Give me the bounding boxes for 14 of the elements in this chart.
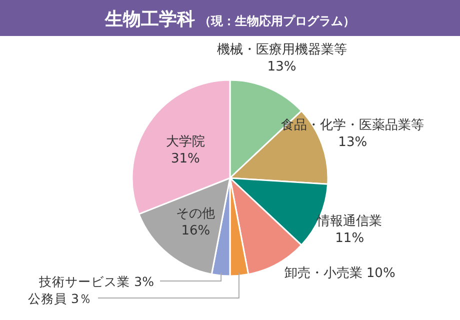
slice-label: その他 bbox=[176, 206, 216, 222]
data-label: 13% bbox=[267, 59, 296, 74]
slice-label: 卸売・小売業 10% bbox=[284, 266, 396, 281]
slice-label: 情報通信業 bbox=[316, 214, 382, 229]
data-label: 16% bbox=[181, 224, 210, 239]
chart-title: 生物工学科 bbox=[104, 9, 195, 30]
data-label: 13% bbox=[338, 134, 368, 150]
slice-label: 大学院 bbox=[166, 134, 205, 150]
slice-label: 公務員 3％ bbox=[28, 291, 92, 306]
chart-subtitle: （現：生物応用プログラム） bbox=[199, 14, 355, 28]
slice-label: 機械・医療用機器業等 bbox=[216, 42, 347, 58]
data-label: 31% bbox=[170, 152, 200, 167]
data-label: 11% bbox=[335, 230, 364, 246]
slice-label: 技術サービス業 3% bbox=[38, 274, 154, 289]
